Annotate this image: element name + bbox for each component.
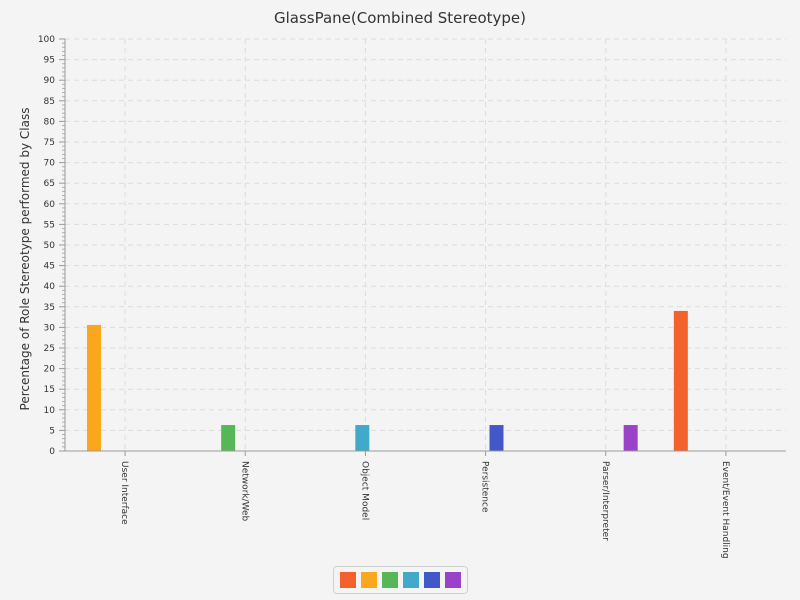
- y-axis-label: Percentage of Role Stereotype performed …: [18, 108, 32, 411]
- grid: [65, 38, 786, 451]
- x-tick-label: Persistence: [480, 461, 490, 513]
- y-tick-label: 60: [44, 200, 56, 210]
- bar: [355, 425, 370, 451]
- x-tick-label: User Interface: [119, 461, 129, 525]
- legend-swatch: [382, 572, 398, 588]
- x-tick-label: Parser/Interpreter: [600, 461, 610, 541]
- y-tick-label: 35: [44, 303, 55, 313]
- y-tick-label: 70: [44, 159, 56, 169]
- legend-swatch: [340, 572, 356, 588]
- x-tick-label: Event/Event Handling: [720, 461, 730, 559]
- y-tick-label: 45: [44, 262, 55, 272]
- chart-title: GlassPane(Combined Stereotype): [274, 9, 526, 27]
- legend-swatch: [361, 572, 377, 588]
- legend-swatch: [445, 572, 461, 588]
- y-tick-label: 100: [38, 35, 55, 45]
- bar: [673, 310, 688, 451]
- y-tick-label: 65: [44, 179, 55, 189]
- y-tick-label: 40: [44, 282, 56, 292]
- y-tick-label: 90: [44, 76, 56, 86]
- bar: [489, 425, 504, 451]
- bars: [87, 310, 688, 451]
- y-tick-label: 10: [44, 406, 56, 416]
- axes: 0 5 10 15 20 25 30 35 40 45 50 55 60 65 70 75 80 85 90 95 10…: [38, 35, 786, 559]
- y-tick-label: 95: [44, 56, 55, 66]
- y-tick-label: 50: [44, 241, 56, 251]
- y-tick-label: 75: [44, 138, 55, 148]
- y-tick-label: 80: [44, 117, 56, 127]
- y-tick-label: 25: [44, 344, 55, 354]
- x-tick-label: Object Model: [359, 461, 369, 520]
- y-tick-label: 85: [44, 97, 55, 107]
- y-tick-label: 5: [49, 426, 55, 436]
- bar: [623, 425, 638, 451]
- legend-swatch: [424, 572, 440, 588]
- legend-swatch: [403, 572, 419, 588]
- bar: [87, 324, 101, 451]
- y-tick-label: 30: [44, 323, 56, 333]
- y-tick-label: 55: [44, 220, 55, 230]
- legend: [333, 566, 468, 594]
- bar: [221, 425, 236, 451]
- x-tick-label: Network/Web: [239, 461, 249, 522]
- y-tick-label: 20: [44, 365, 56, 375]
- y-tick-label: 0: [49, 447, 55, 457]
- y-tick-label: 15: [44, 385, 55, 395]
